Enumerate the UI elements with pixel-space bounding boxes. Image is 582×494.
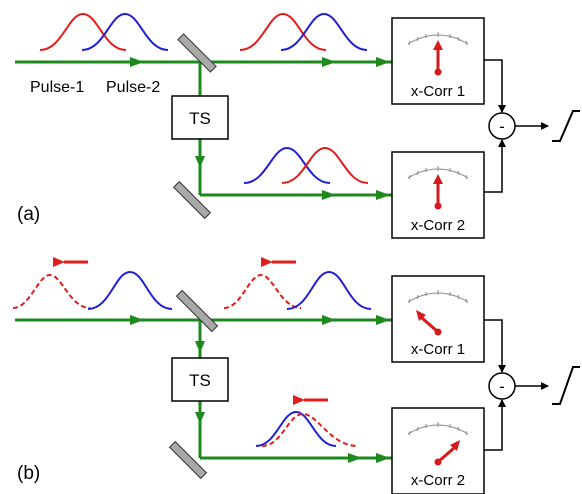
xcorr-1-needle-b [421, 316, 439, 334]
beam-arrow-b4 [348, 453, 362, 463]
beam-arrow-a4 [322, 190, 336, 200]
pulse-1-curve-a-input [39, 12, 127, 51]
beam-arrow-down-b1 [195, 341, 205, 353]
panel-b: TS x-Corr 1 [12, 257, 580, 494]
pulse-2-curve-b-input [87, 270, 173, 310]
ts-label-b: TS [189, 371, 211, 390]
panel-label-b: (b) [17, 463, 40, 484]
difference-symbol-a: - [499, 117, 505, 136]
xcorr-1-label-a: x-Corr 1 [411, 83, 465, 100]
beam-arrow-down-a [195, 156, 205, 168]
pulse-1-curve-b-input [12, 273, 91, 309]
signal-line-1-a [484, 59, 506, 113]
mirror-a [172, 180, 212, 220]
xcorr-2-label-b: x-Corr 2 [411, 472, 465, 489]
pulse-1-curve-a-transmitted [239, 12, 327, 51]
signal-line-2-b [484, 399, 506, 451]
pulse-2-curve-a-transmitted [280, 12, 368, 51]
pulse-1-curve-a-delayed [281, 146, 369, 184]
xcorr-1-meter-a: x-Corr 1 [391, 17, 485, 105]
difference-symbol-b: - [499, 377, 505, 396]
xcorr-2-label-a: x-Corr 2 [411, 217, 465, 234]
signal-line-1-b [484, 319, 506, 373]
pulse-1-label: Pulse-1 [30, 79, 84, 96]
beam-arrow-b3 [376, 315, 390, 325]
output-signal-a [552, 110, 580, 142]
panel-label-a: (a) [17, 204, 40, 225]
xcorr-1-meter-b: x-Corr 1 [391, 275, 485, 363]
xcorr-2-meter-a: x-Corr 2 [391, 151, 485, 239]
pulse-1-curve-b-delayed [261, 412, 359, 447]
mirror-b [168, 440, 208, 480]
ts-box-a [171, 95, 229, 140]
pulse-2-curve-a-input [81, 12, 169, 51]
xcorr-2-needle-b [437, 446, 455, 464]
ts-label-a: TS [189, 109, 211, 128]
output-signal-b [552, 366, 580, 405]
xcorr-1-label-b: x-Corr 1 [411, 341, 465, 358]
signal-line-2-a [484, 139, 506, 193]
beam-arrow-a1 [130, 57, 144, 67]
pulse-1-curve-b-transmitted [223, 273, 302, 309]
panel-a: TS Pulse-1 Pulse-2 x-Corr 1 [15, 12, 580, 239]
beam-arrow-b2 [322, 315, 336, 325]
xcorr-2-meter-b: x-Corr 2 [391, 407, 485, 494]
beamsplitter-a [177, 33, 217, 73]
ts-box-b [171, 357, 229, 402]
beam-arrow-down-b2 [195, 412, 205, 424]
beam-arrow-b5 [376, 453, 390, 463]
pulse-2-curve-b-delayed [255, 410, 337, 447]
beam-arrow-a3 [376, 57, 390, 67]
pulse-2-curve-b-transmitted [286, 270, 372, 310]
beamsplitter-b [175, 289, 219, 333]
beam-arrow-a5 [376, 190, 390, 200]
pulse-2-label: Pulse-2 [106, 79, 160, 96]
beam-arrow-b1 [130, 315, 144, 325]
pulse-2-curve-a-delayed [243, 146, 331, 184]
beam-arrow-a2 [322, 57, 336, 67]
